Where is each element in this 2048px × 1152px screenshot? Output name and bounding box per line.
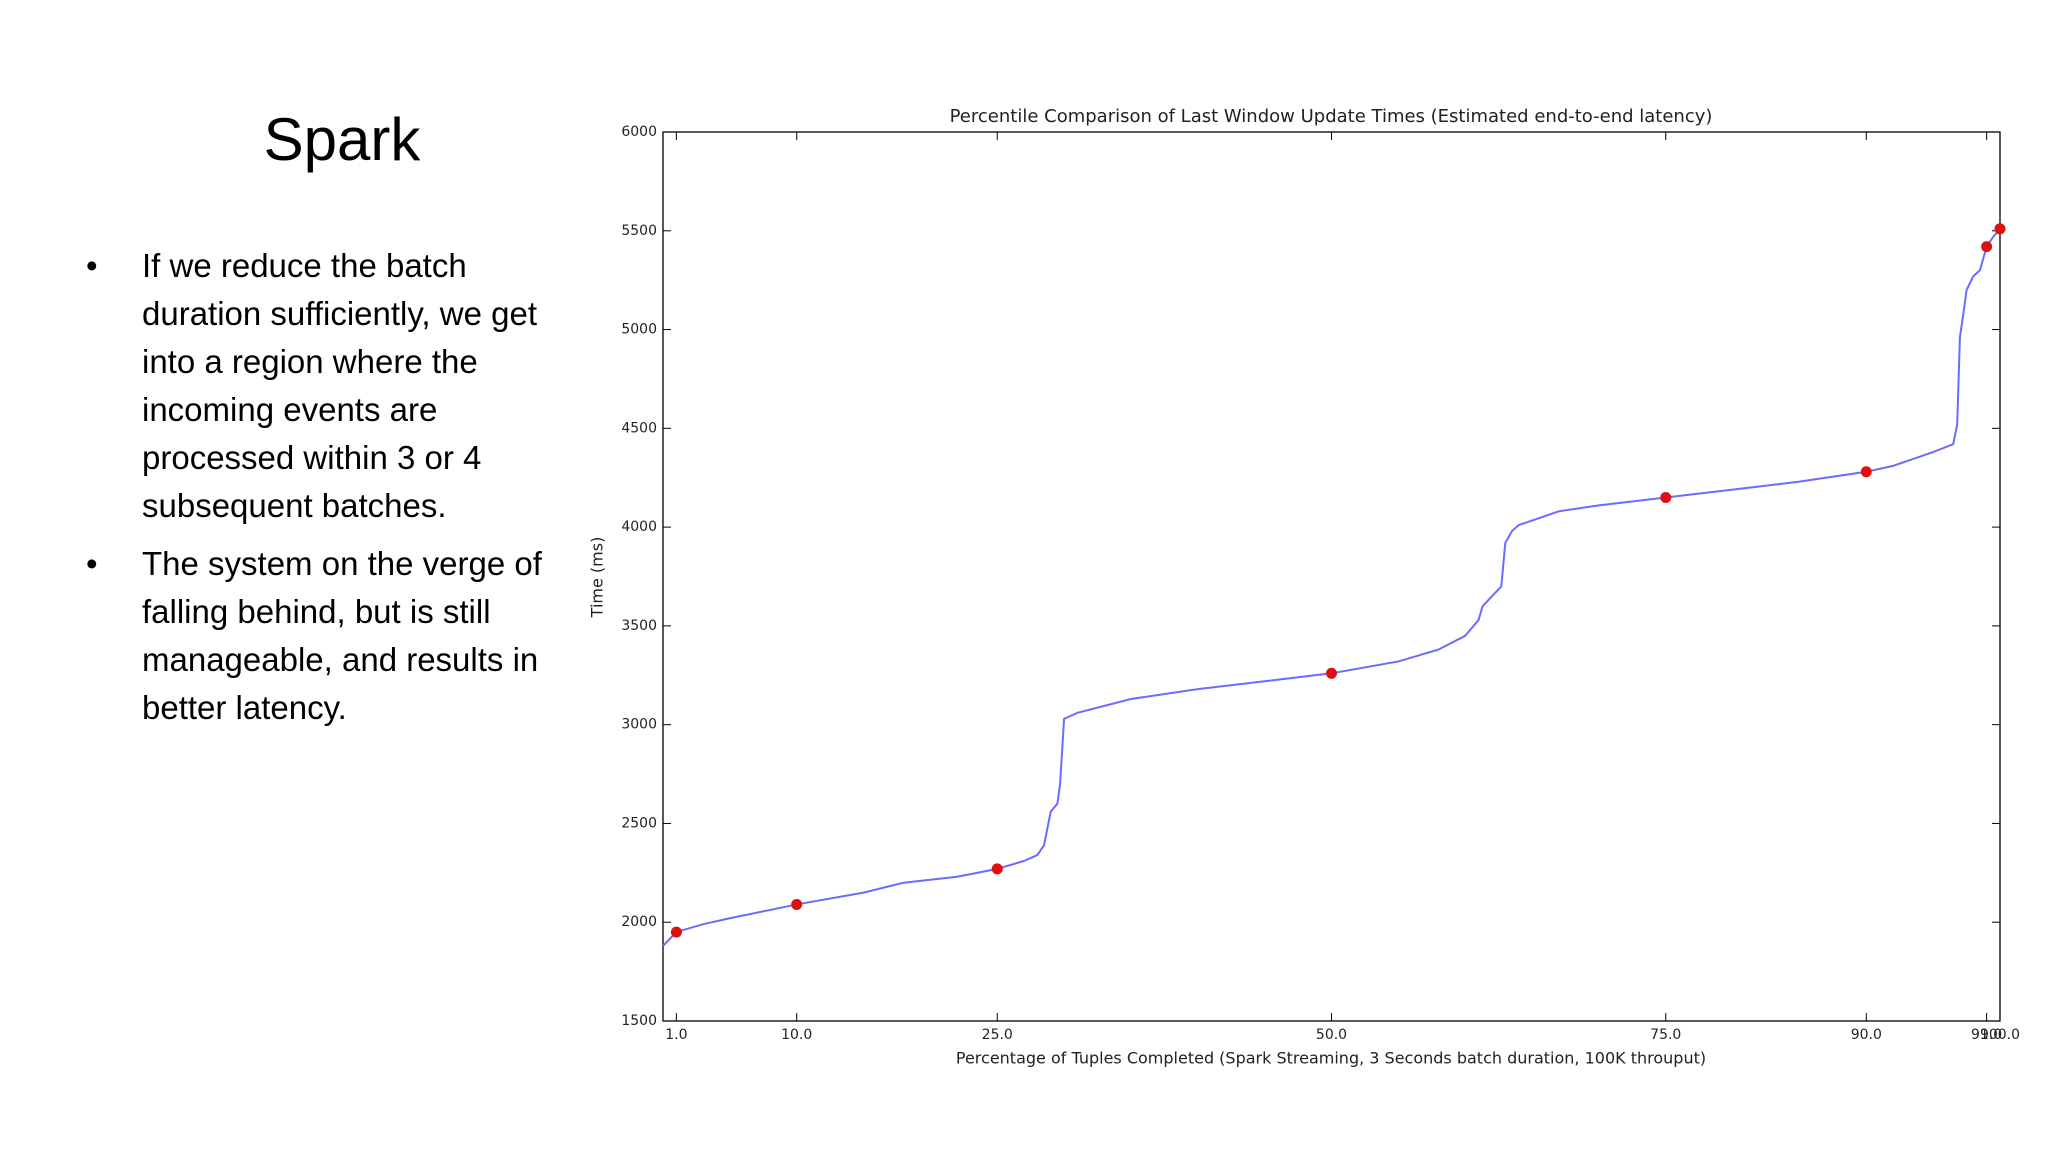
y-tick-label: 4500 [621, 420, 657, 436]
x-tick-label: 10.0 [781, 1027, 812, 1043]
plot-frame [662, 131, 2001, 1022]
data-point [1326, 667, 1337, 679]
y-tick-label: 2500 [621, 815, 657, 831]
y-tick-label: 6000 [621, 124, 657, 140]
x-tick-label: 50.0 [1316, 1027, 1347, 1043]
x-tick-label: 99.0 [1971, 1027, 2002, 1043]
y-axis-label: Time (ms) [588, 537, 607, 619]
data-point [1994, 223, 2006, 235]
bullet: The system on the verge of falling behin… [86, 540, 567, 732]
data-line [662, 228, 2001, 947]
y-tick-label: 2000 [621, 914, 657, 930]
data-point [1981, 241, 1993, 253]
x-tick-label: 25.0 [982, 1027, 1013, 1043]
data-point [1860, 466, 1872, 478]
y-tick-label: 1500 [621, 1013, 657, 1029]
bullet-list: If we reduce the batch duration sufficie… [86, 242, 567, 742]
data-point [791, 898, 803, 910]
y-tick-label: 4000 [621, 519, 657, 535]
y-tick-label: 3500 [621, 618, 657, 634]
y-tick-label: 5500 [621, 223, 657, 239]
x-tick-label: 90.0 [1851, 1027, 1882, 1043]
x-tick-label: 75.0 [1650, 1027, 1681, 1043]
data-point [670, 926, 682, 938]
y-tick-label: 5000 [621, 322, 657, 338]
slide-title: Spark [263, 106, 421, 173]
bullet: If we reduce the batch duration sufficie… [86, 242, 567, 530]
x-axis-label: Percentage of Tuples Completed (Spark St… [956, 1049, 1706, 1068]
data-point [1660, 491, 1672, 503]
x-tick-label: 100.0 [1980, 1027, 2020, 1043]
x-tick-label: 1.0 [665, 1027, 687, 1043]
data-point [991, 863, 1003, 875]
y-tick-label: 3000 [621, 717, 657, 733]
chart-title: Percentile Comparison of Last Window Upd… [950, 106, 1713, 127]
